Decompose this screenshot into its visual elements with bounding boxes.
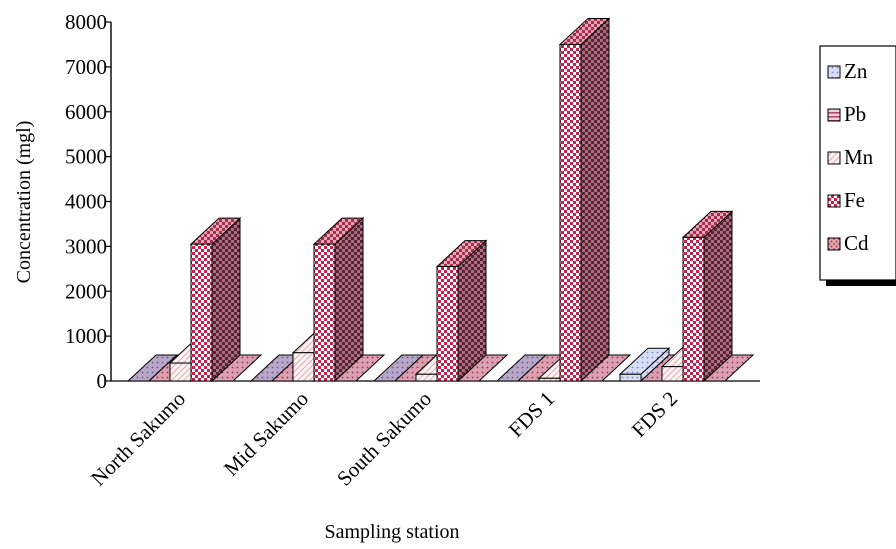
legend-swatch-pb xyxy=(827,108,841,122)
bar-cd-3 xyxy=(456,354,509,382)
bar-cd-2 xyxy=(333,354,386,382)
x-tick-label: North Sakumo xyxy=(86,387,190,491)
y-axis: 0 1000 2000 3000 4000 5000 6000 7000 8000 xyxy=(65,10,112,393)
x-tick-label: FDS 1 xyxy=(504,387,559,442)
bar-fe-3 xyxy=(435,239,488,383)
y-tick-label: 2000 xyxy=(65,279,107,303)
y-tick-label: 5000 xyxy=(65,145,107,169)
bar-cd-4 xyxy=(579,354,632,382)
legend-label-fe: Fe xyxy=(844,188,865,212)
legend-swatch-mn xyxy=(827,151,841,165)
y-tick-label: 7000 xyxy=(65,55,107,79)
legend-swatch-fe xyxy=(827,194,841,208)
category-labels: North Sakumo Mid Sakumo South Sakumo FDS 1 F… xyxy=(86,387,682,491)
legend-swatch-zn xyxy=(827,65,841,79)
legend-label-mn: Mn xyxy=(844,145,874,169)
x-tick-label: South Sakumo xyxy=(332,387,436,491)
bar-fe-1 xyxy=(189,216,242,383)
y-tick-label: 4000 xyxy=(65,190,107,214)
x-axis-title: Sampling station xyxy=(325,521,460,543)
y-tick-label: 3000 xyxy=(65,234,107,258)
y-tick-label: 0 xyxy=(97,369,108,393)
y-tick-label: 8000 xyxy=(65,10,107,34)
legend-label-pb: Pb xyxy=(844,102,866,126)
bar-cd-1 xyxy=(210,354,263,382)
x-tick-label: Mid Sakumo xyxy=(219,387,313,481)
bar-fe-5 xyxy=(681,210,734,383)
y-axis-title: Concentration (mgl) xyxy=(13,121,35,284)
legend: Zn Pb Mn Fe Cd xyxy=(819,45,896,286)
y-tick-label: 6000 xyxy=(65,100,107,124)
bar-fe-4 xyxy=(558,17,611,383)
legend-swatch-cd xyxy=(827,237,841,251)
x-tick-label: FDS 2 xyxy=(627,387,682,442)
bar-fe-2 xyxy=(312,216,365,383)
bars xyxy=(126,17,755,383)
bar-cd-5 xyxy=(702,354,755,382)
legend-label-zn: Zn xyxy=(844,59,868,83)
y-tick-label: 1000 xyxy=(65,324,107,348)
y-ticks: 0 1000 2000 3000 4000 5000 6000 7000 8000 xyxy=(65,10,111,393)
legend-label-cd: Cd xyxy=(844,231,869,255)
